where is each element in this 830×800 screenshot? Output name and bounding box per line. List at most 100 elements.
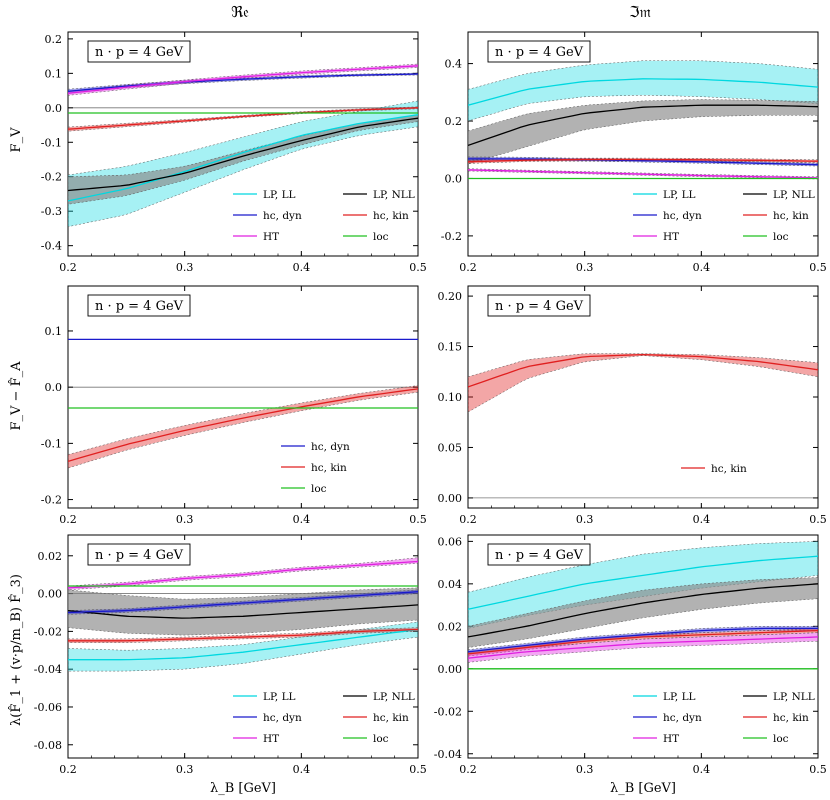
x-tick-label: 0.4 [693,763,711,776]
legend-label: hc, dyn [311,441,350,453]
y-tick-label: 0.1 [45,325,63,338]
series-lpnll [68,604,418,619]
x-tick-label: 0.3 [576,261,594,274]
panel-re-fv: 0.2 0.3 0.4 0.5 -0.4 -0.3 -0.2 -0.1 0.0 0.1 0.2 n ·… [41,31,427,274]
series-hckin [68,388,418,463]
y-tick-label: 0.4 [445,58,463,71]
legend-label: LP, NLL [773,189,815,201]
x-axis-label-right: λ_B [GeV] [610,781,676,796]
annotation-text: n · p = 4 GeV [95,299,184,314]
series-lpll [68,628,418,661]
y-tick-label: -0.02 [34,625,62,638]
y-tick-label: -0.1 [41,437,62,450]
annotation-box [487,294,591,317]
annotation-box [87,543,191,566]
annotation-box [487,40,591,63]
legend-label: loc [373,733,389,745]
x-tick-label: 0.2 [59,513,77,526]
series-hckin [68,628,418,642]
legend-label: HT [663,733,679,745]
y-tick-label: 0.0 [45,102,63,115]
row-ylabel-2: F_V − F̂_A [8,361,24,431]
series-hcdyn [468,627,818,653]
y-tick-label: 0.02 [438,620,463,633]
row-ylabel-1: F_V [9,127,24,153]
y-tick-label: 0.00 [438,663,463,676]
y-tick-label: -0.04 [434,748,462,761]
legend-label: hc, kin [311,462,347,474]
series-hckin [68,107,418,130]
x-tick-label: 0.2 [459,763,477,776]
x-tick-label: 0.2 [59,763,77,776]
x-tick-label: 0.4 [293,513,311,526]
x-tick-label: 0.5 [809,261,827,274]
y-tick-label: -0.04 [34,663,62,676]
band-hckin [68,385,418,469]
plot-frame [67,534,419,759]
plot-area [68,557,418,672]
x-tick-label: 0.4 [293,261,311,274]
y-tick-label: 0.00 [38,588,63,601]
y-tick-label: 0.2 [45,33,63,46]
band-lpll [468,60,818,122]
x-tick-label: 0.2 [59,261,77,274]
annotation-text: n · p = 4 GeV [95,548,184,563]
annotation-box [87,294,191,317]
column-title-left: ℜ𝔢 [231,3,249,21]
y-tick-label: 0.04 [438,578,463,591]
y-tick-label: -0.1 [41,136,62,149]
x-tick-label: 0.3 [176,513,194,526]
legend-label: HT [263,231,279,243]
legend-label: loc [773,733,789,745]
annotation-box [487,543,591,566]
plot-area [468,60,818,180]
x-tick-label: 0.4 [693,513,711,526]
x-tick-label: 0.2 [459,513,477,526]
annotation-text: n · p = 4 GeV [495,548,584,563]
series-lpnll [468,104,818,147]
plot-frame [67,31,419,257]
band-lpnll [468,577,818,648]
y-tick-label: 0.02 [38,550,63,563]
legend-label: loc [311,483,327,495]
series-hcdyn [68,73,418,92]
band-hckin [468,353,818,413]
x-tick-label: 0.5 [409,261,427,274]
y-tick-label: 0.2 [445,115,463,128]
panel-re-lambda: 0.2 0.3 0.4 0.5 -0.08 -0.06 -0.04 -0.02 0.00 0.02… [34,534,427,776]
plot-area [468,541,818,670]
x-tick-label: 0.5 [409,763,427,776]
series-lpnll [68,117,418,192]
legend-label: loc [373,231,389,243]
band-lpll [68,100,418,227]
series-hckin [468,353,818,388]
series-hckin [468,158,818,163]
series-ht [468,169,818,179]
panel-im-lambda: 0.2 0.3 0.4 0.5 -0.04 -0.02 0.00 0.02 0.04 0.06 n … [434,534,827,776]
series-ht [68,65,418,94]
annotation-text: n · p = 4 GeV [495,45,584,60]
legend-label: hc, kin [711,463,747,475]
y-tick-label: -0.2 [41,171,62,184]
x-tick-label: 0.3 [576,513,594,526]
series-lpll [468,78,818,106]
panels: 0.2 0.3 0.4 0.5 -0.4 -0.3 -0.2 -0.1 0.0 0.1 0.2 n ·… [34,31,827,776]
plot-frame [67,285,419,509]
legend-label: hc, dyn [663,210,702,222]
y-tick-label: 0.0 [445,172,463,185]
band-hckin [68,627,418,643]
y-tick-label: 0.00 [438,492,463,505]
band-lpnll [68,587,418,636]
legend-label: loc [773,231,789,243]
x-tick-label: 0.4 [293,763,311,776]
x-tick-label: 0.5 [809,763,827,776]
legend-label: hc, kin [373,712,409,724]
legend-label: hc, dyn [663,712,702,724]
y-tick-label: -0.08 [34,739,62,752]
legend-label: hc, dyn [263,210,302,222]
y-tick-label: -0.3 [41,205,62,218]
legend-label: LP, NLL [373,189,415,201]
legend-label: LP, LL [663,189,696,201]
legend-label: HT [663,231,679,243]
